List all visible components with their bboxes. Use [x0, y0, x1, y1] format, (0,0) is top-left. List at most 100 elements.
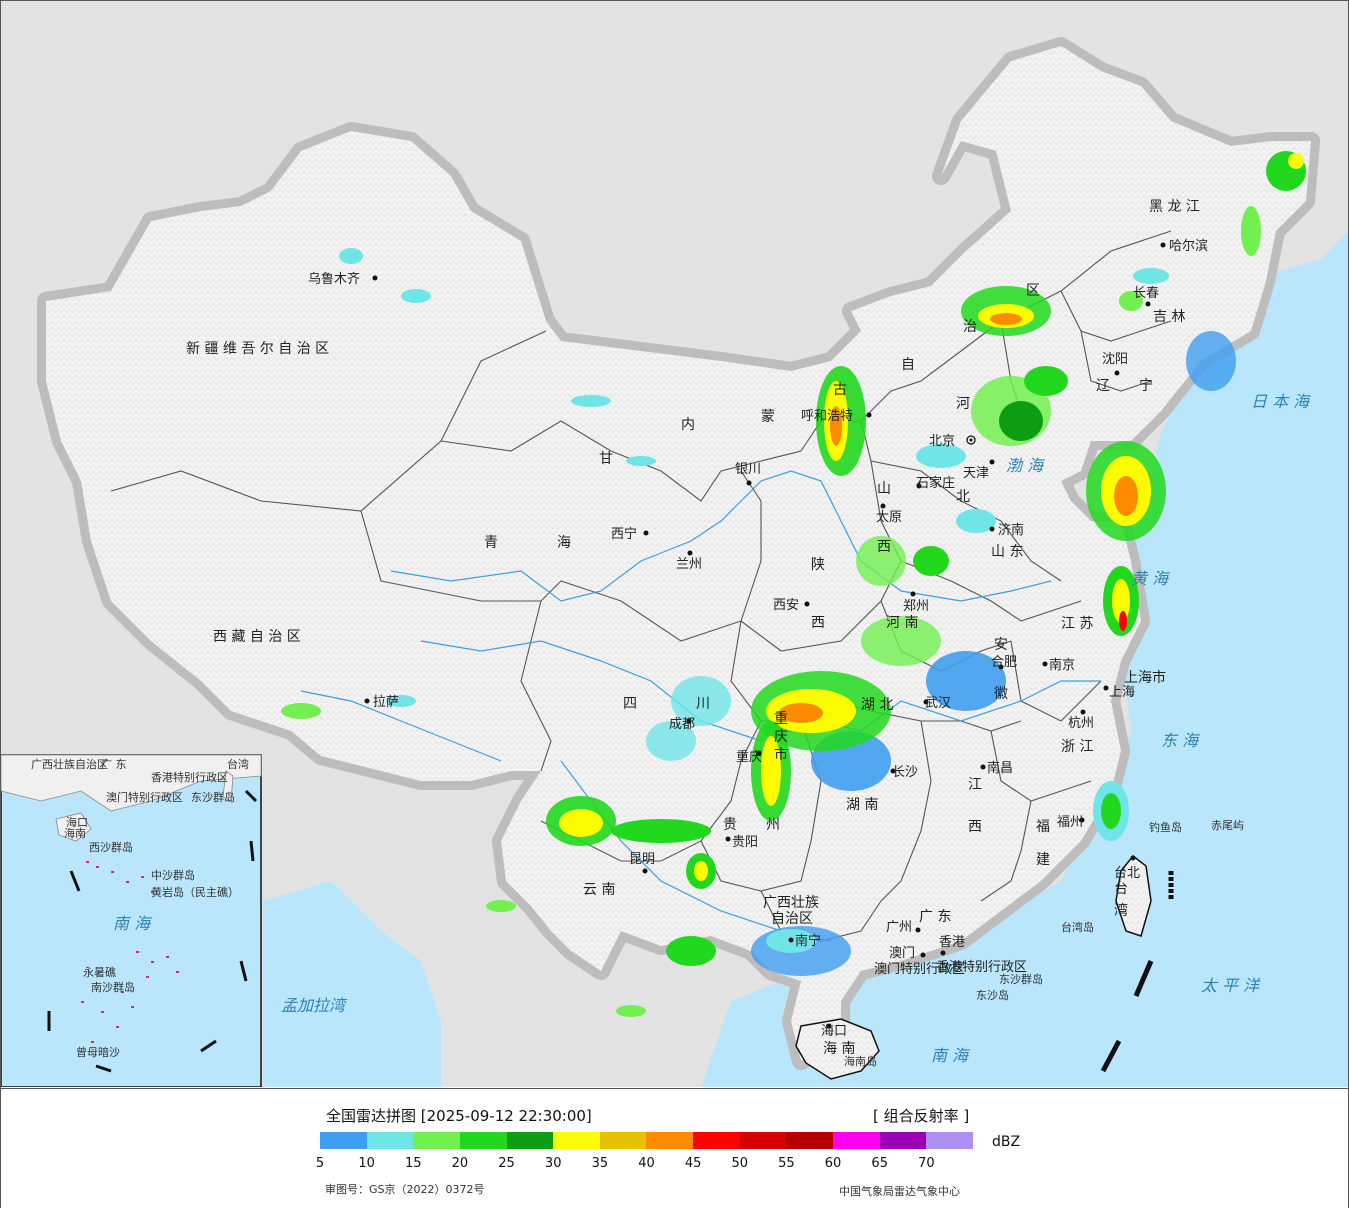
- province-labels: 新 疆 维 吾 尔 自 治 区 西 藏 自 治 区 青 海 甘 内 蒙 古 自 …: [186, 199, 1200, 1057]
- colorbar-swatch-4: [459, 1132, 507, 1149]
- label-guangxi-1: 广西壮族: [763, 895, 819, 911]
- label-hebei-2: 北: [956, 489, 970, 505]
- city-kunming: 昆明: [629, 852, 655, 874]
- svg-text:西宁: 西宁: [611, 526, 637, 542]
- label-dongsha-island: 东沙岛: [976, 988, 1009, 1002]
- legend-unit: dBZ: [992, 1134, 1021, 1150]
- colorbar-tick: 35: [591, 1156, 609, 1171]
- city-yinchuan: 银川: [735, 462, 761, 486]
- svg-text:沈阳: 沈阳: [1102, 352, 1128, 367]
- colorbar-swatch-7: [599, 1132, 647, 1149]
- label-anhui-2: 徽: [994, 686, 1008, 702]
- label-xinjiang: 新 疆 维 吾 尔 自 治 区: [186, 341, 329, 357]
- colorbar: [320, 1132, 973, 1149]
- svg-text:澳门: 澳门: [889, 945, 915, 961]
- inset-label-huangyan: 黄岩岛（民主礁）: [151, 885, 239, 899]
- label-fujian-2: 建: [1036, 852, 1050, 868]
- label-hebei-1: 河: [956, 396, 970, 412]
- svg-text:香港: 香港: [939, 935, 965, 950]
- label-neimenggu-4: 自: [901, 357, 915, 373]
- legend-product: [ 组合反射率 ]: [873, 1107, 970, 1125]
- label-macao-sar: 澳门特别行政区: [874, 961, 965, 977]
- svg-text:南昌: 南昌: [987, 760, 1013, 776]
- inset-label-hainan: 海南: [64, 826, 86, 840]
- city-nanning: 南宁: [788, 933, 821, 949]
- colorbar-swatch-6: [553, 1132, 600, 1149]
- city-jinan: 济南: [989, 522, 1024, 538]
- svg-text:西安: 西安: [773, 598, 799, 613]
- city-changchun: 长春: [1133, 286, 1159, 307]
- label-taiwan-island: 台湾岛: [1061, 920, 1094, 934]
- legend-title: 全国雷达拼图 [2025-09-12 22:30:00]: [326, 1107, 592, 1125]
- colorbar-tick: 40: [638, 1156, 655, 1171]
- city-tianjin: 天津: [963, 459, 995, 481]
- colorbar-tick: 30: [544, 1156, 562, 1171]
- label-qinghai-1: 青: [484, 535, 498, 551]
- city-guangzhou: 广州: [886, 920, 921, 935]
- city-beijing: 北京: [929, 434, 976, 449]
- hainan-island: [795, 1018, 880, 1080]
- svg-text:长春: 长春: [1133, 286, 1159, 301]
- label-pacific: 太 平 洋: [1201, 976, 1261, 995]
- svg-text:南宁: 南宁: [795, 933, 821, 949]
- svg-text:武汉: 武汉: [925, 696, 951, 711]
- label-diaoyu: 钓鱼岛: [1149, 820, 1182, 834]
- maritime-boundary-dashes: [1100, 871, 1174, 1073]
- label-henan: 河 南: [886, 615, 918, 631]
- label-heilongjiang: 黑 龙 江: [1149, 199, 1200, 215]
- colorbar-swatch-1: [320, 1132, 367, 1149]
- svg-text:北京: 北京: [929, 434, 955, 449]
- svg-text:拉萨: 拉萨: [373, 695, 399, 710]
- label-xizang: 西 藏 自 治 区: [213, 629, 301, 645]
- colorbar-tick: 60: [824, 1156, 842, 1171]
- label-liaoning-2: 宁: [1139, 377, 1153, 394]
- label-qinghai-2: 海: [557, 535, 571, 551]
- inset-label-guangxi: 广西壮族自治区: [31, 757, 108, 771]
- city-taiyuan: 太原: [876, 503, 902, 525]
- sea-labels: 日 本 海 渤 海 黄 海 东 海 太 平 洋 南 海 孟加拉湾: [281, 392, 1311, 1065]
- city-lanzhou: 兰州: [676, 550, 702, 572]
- city-xian: 西安: [773, 598, 810, 613]
- pacific-sea-area: [701, 251, 1348, 1087]
- colorbar-swatch-13: [879, 1132, 927, 1149]
- label-anhui-1: 安: [994, 637, 1008, 653]
- svg-text:银川: 银川: [735, 462, 761, 477]
- label-yunnan: 云 南: [583, 882, 615, 898]
- taiwan-island: [1115, 854, 1152, 937]
- south-china-sea-inset: 广 东 广西壮族自治区 台湾 香港特别行政区 澳门特别行政区 东沙群岛 海口 海…: [1, 754, 262, 1087]
- city-chengdu: 成都: [669, 717, 695, 732]
- city-lhasa: 拉萨: [364, 695, 399, 710]
- svg-text:兰州: 兰州: [676, 557, 702, 572]
- svg-text:广州: 广州: [886, 920, 912, 935]
- svg-text:杭州: 杭州: [1068, 716, 1094, 731]
- city-xining: 西宁: [611, 526, 649, 542]
- label-chongqing-2: 庆: [774, 729, 788, 745]
- inset-label-dongsha: 东沙群岛: [191, 790, 235, 804]
- colorbar-swatch-10: [739, 1132, 787, 1149]
- svg-text:贵阳: 贵阳: [732, 835, 758, 850]
- colorbar-swatch-8: [646, 1132, 694, 1149]
- svg-text:昆明: 昆明: [629, 852, 655, 867]
- colorbar-swatch-14: [926, 1132, 973, 1149]
- radar-mosaic-map: 新 疆 维 吾 尔 自 治 区 西 藏 自 治 区 青 海 甘 内 蒙 古 自 …: [1, 1, 1348, 1087]
- label-chongqing-3: 市: [774, 746, 788, 763]
- inset-label-haikou: 海口: [66, 815, 88, 829]
- label-shaanxi-2: 西: [811, 615, 825, 631]
- label-hubei: 湖 北: [861, 697, 893, 713]
- label-sichuan-2: 川: [696, 696, 710, 712]
- city-hohhot: 呼和浩特: [801, 409, 872, 424]
- label-japan-sea: 日 本 海: [1251, 392, 1311, 411]
- label-yellow-sea: 黄 海: [1131, 569, 1170, 588]
- label-zhejiang: 浙 江: [1061, 739, 1093, 755]
- svg-text:石家庄: 石家庄: [916, 475, 955, 491]
- svg-text:哈尔滨: 哈尔滨: [1169, 238, 1208, 254]
- city-fuzhou: 福州: [1057, 815, 1085, 830]
- city-labels: 乌鲁木齐 拉萨 西宁 兰州 银川 呼和浩特 哈尔滨 长春 沈阳 北京 天津 石家…: [308, 238, 1208, 1039]
- city-haikou: 海口: [821, 1023, 847, 1039]
- colorbar-tick: 45: [684, 1156, 702, 1171]
- label-jiangxi-1: 江: [968, 777, 982, 793]
- inset-label-macao: 澳门特别行政区: [106, 790, 183, 804]
- inset-label-yongshu: 永暑礁: [83, 965, 116, 979]
- svg-text:济南: 济南: [998, 522, 1024, 538]
- svg-text:台北: 台北: [1114, 866, 1140, 881]
